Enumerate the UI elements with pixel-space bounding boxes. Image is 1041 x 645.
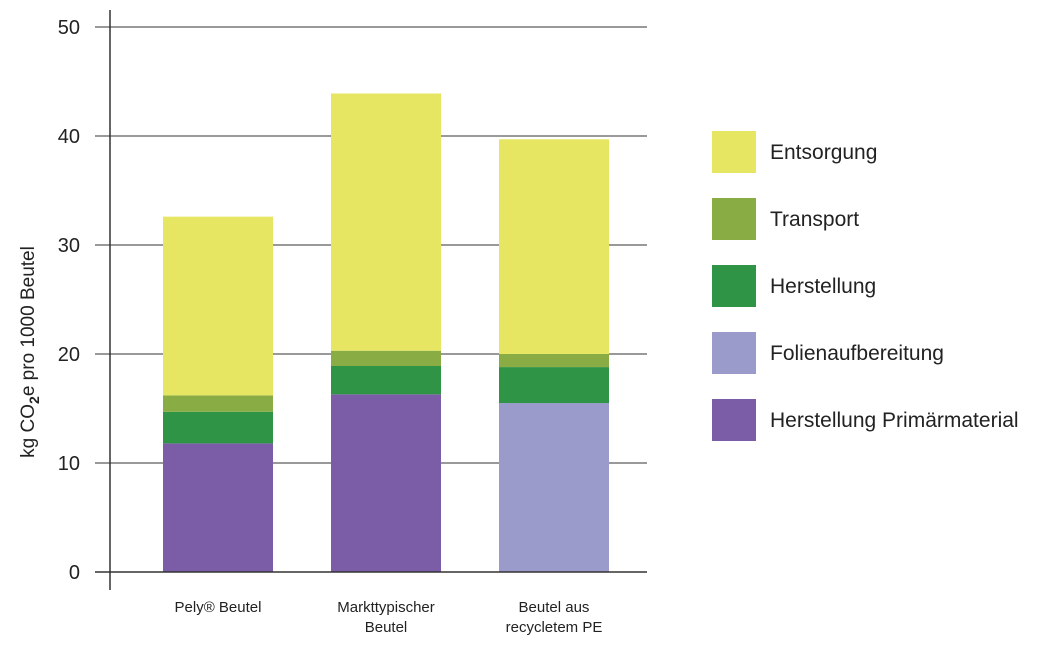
legend-label: Herstellung	[770, 275, 876, 298]
legend-item-transport: Transport	[712, 198, 859, 240]
category-label-1: Pely® Beutel	[175, 599, 262, 616]
y-tick-label-20: 20	[58, 344, 80, 366]
bar-segment-2-herstellung	[331, 365, 441, 395]
axes	[95, 10, 647, 590]
y-tick-label-10: 10	[58, 453, 80, 475]
bar-segment-2-entsorgung	[331, 93, 441, 351]
legend: Entsorgung Transport Herstellung Folienaufb…	[712, 131, 1019, 441]
y-axis-title: kg CO2e pro 1000 Beutel	[18, 246, 42, 458]
category-label-line: Markttypischer	[337, 599, 435, 616]
bars	[163, 93, 609, 572]
legend-label: Folienaufbereitung	[770, 342, 944, 365]
bar-segment-1-herstellung-prim-rmaterial	[163, 443, 273, 572]
bar-segment-3-entsorgung	[499, 139, 609, 354]
category-label-3: Beutel aus recycletem PE	[506, 599, 603, 636]
legend-label: Herstellung Primärmaterial	[770, 409, 1019, 432]
bar-segment-2-transport	[331, 350, 441, 366]
category-label-line: recycletem PE	[506, 619, 603, 636]
bar-segment-3-folienaufbereitung	[499, 403, 609, 572]
legend-swatch	[712, 399, 756, 441]
bar-segment-1-herstellung	[163, 411, 273, 444]
legend-label: Entsorgung	[770, 141, 877, 164]
legend-swatch	[712, 131, 756, 173]
legend-item-herstellung: Herstellung	[712, 265, 876, 307]
bar-segment-3-transport	[499, 354, 609, 368]
legend-item-herstellung-prim-rmaterial: Herstellung Primärmaterial	[712, 399, 1019, 441]
legend-item-folienaufbereitung: Folienaufbereitung	[712, 332, 944, 374]
legend-item-entsorgung: Entsorgung	[712, 131, 877, 173]
y-axis-title-subscript: 2	[26, 396, 42, 404]
y-tick-labels: 0 10 20 30 40 50	[58, 17, 80, 584]
y-axis-title-part-1: kg CO	[18, 404, 39, 458]
y-tick-label-30: 30	[58, 235, 80, 257]
bar-segment-2-herstellung-prim-rmaterial	[331, 394, 441, 572]
category-label-line: Beutel aus	[519, 599, 590, 616]
legend-swatch	[712, 198, 756, 240]
category-label-line: Beutel	[365, 619, 408, 636]
category-label-line: Pely® Beutel	[175, 599, 262, 616]
category-label-2: Markttypischer Beutel	[337, 599, 435, 636]
y-tick-label-40: 40	[58, 126, 80, 148]
legend-label: Transport	[770, 208, 859, 231]
bar-segment-1-entsorgung	[163, 216, 273, 396]
bar-segment-1-transport	[163, 395, 273, 412]
y-axis-title-part-2: e pro 1000 Beutel	[18, 246, 39, 396]
y-tick-label-50: 50	[58, 17, 80, 39]
legend-swatch	[712, 265, 756, 307]
y-tick-label-0: 0	[69, 562, 80, 584]
category-labels: Pely® Beutel Markttypischer Beutel Beutel a…	[175, 599, 603, 636]
bar-segment-3-herstellung	[499, 367, 609, 404]
legend-swatch	[712, 332, 756, 374]
